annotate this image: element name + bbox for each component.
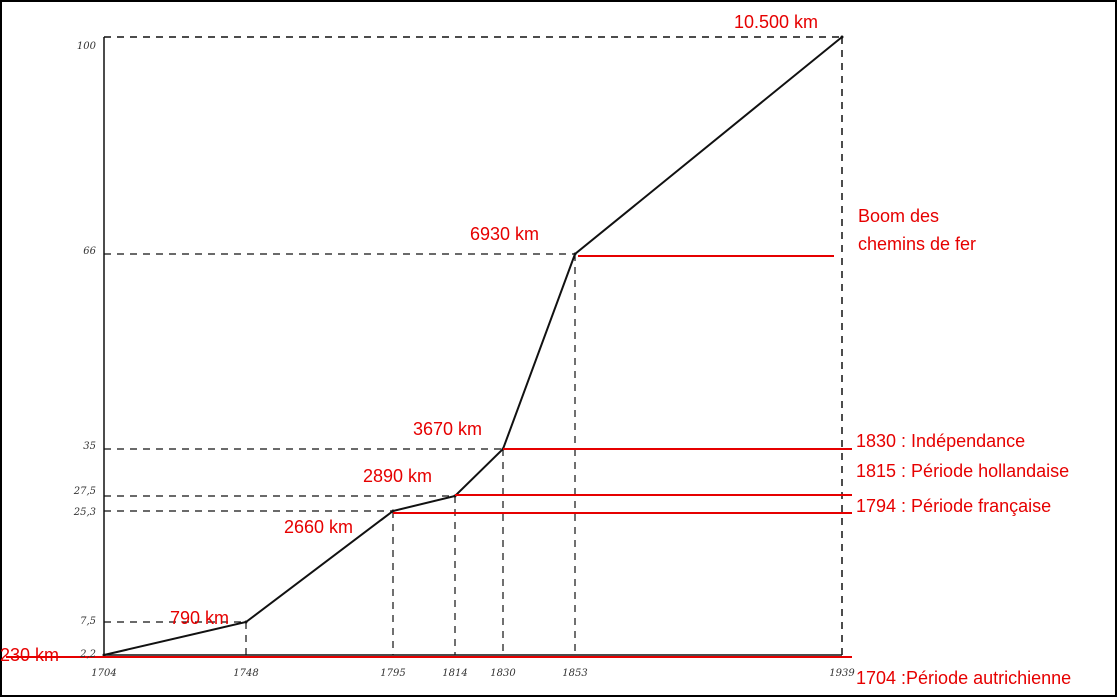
point-labels: 230 km 790 km 2660 km 2890 km 3670 km 6930 km… bbox=[0, 12, 818, 665]
point-label: 230 km bbox=[0, 645, 59, 665]
period-label: 1794 : Période française bbox=[856, 496, 1051, 516]
y-tick-label: 7,5 bbox=[80, 616, 96, 627]
data-point-1939 bbox=[840, 35, 844, 39]
y-tick-label: 35 bbox=[83, 441, 96, 452]
period-label-line: chemins de fer bbox=[858, 234, 976, 254]
x-tick-label: 1853 bbox=[562, 668, 587, 679]
period-label: Boom des chemins de fer bbox=[858, 206, 976, 254]
tick-labels: 1704 1748 1795 1814 1830 1853 1939 2,2 7,5 25,3 27… bbox=[73, 41, 856, 679]
period-label: 1830 : Indépendance bbox=[856, 431, 1025, 451]
data-point-1704 bbox=[102, 653, 106, 657]
x-tick-label: 1814 bbox=[442, 668, 467, 679]
point-label: 790 km bbox=[170, 608, 229, 628]
y-tick-label: 66 bbox=[83, 246, 96, 257]
x-tick-label: 1704 bbox=[91, 668, 116, 679]
point-label: 6930 km bbox=[470, 224, 539, 244]
series bbox=[102, 35, 844, 657]
data-point-1795 bbox=[391, 509, 395, 513]
guide-lines bbox=[104, 253, 576, 655]
period-label: 1815 : Période hollandaise bbox=[856, 461, 1069, 481]
period-label: 1704 :Période autrichienne bbox=[856, 668, 1071, 688]
y-tick-label: 25,3 bbox=[73, 507, 96, 518]
x-tick-label: 1939 bbox=[829, 668, 855, 679]
y-tick-label: 27,5 bbox=[73, 486, 96, 497]
point-label: 2890 km bbox=[363, 466, 432, 486]
data-point-1748 bbox=[244, 620, 248, 624]
period-label-line: Boom des bbox=[858, 206, 939, 226]
x-tick-label: 1830 bbox=[490, 668, 516, 679]
point-label: 10.500 km bbox=[734, 12, 818, 32]
data-point-1853 bbox=[573, 252, 577, 256]
series-line bbox=[103, 36, 843, 656]
point-label: 2660 km bbox=[284, 517, 353, 537]
plot-frame bbox=[103, 36, 843, 656]
y-tick-label: 2,2 bbox=[79, 649, 96, 660]
point-label: 3670 km bbox=[413, 419, 482, 439]
y-tick-label: 100 bbox=[77, 41, 97, 52]
period-lines: 1704 :Période autrichienne 1794 : Période… bbox=[6, 206, 1071, 688]
x-tick-label: 1795 bbox=[380, 668, 405, 679]
x-tick-label: 1748 bbox=[233, 668, 258, 679]
